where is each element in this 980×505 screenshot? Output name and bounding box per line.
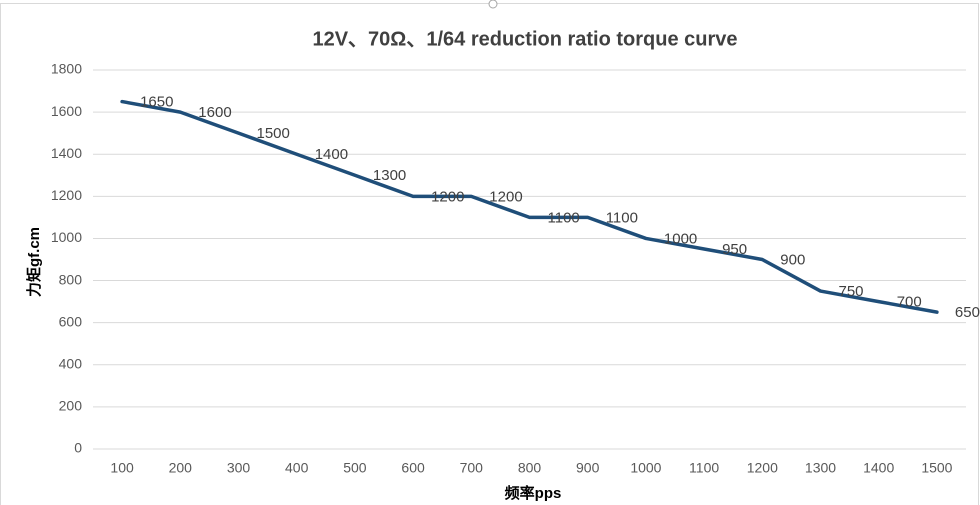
- x-tick-label: 100: [110, 460, 134, 476]
- data-label: 1200: [431, 188, 464, 205]
- data-line: [120, 99, 939, 314]
- data-label: 900: [780, 251, 805, 268]
- y-tick-label: 800: [59, 271, 83, 287]
- y-tick-label: 1800: [51, 61, 82, 77]
- x-tick-label: 1400: [863, 460, 894, 476]
- data-label: 1650: [140, 94, 173, 111]
- y-tick-label: 1600: [51, 103, 82, 119]
- x-tick-label: 1300: [805, 460, 836, 476]
- y-tick-label: 1000: [51, 229, 82, 245]
- y-tick-label: 0: [74, 440, 82, 456]
- y-axis-label: 力矩gf.cm: [25, 227, 43, 297]
- y-tick-label: 600: [59, 313, 83, 329]
- y-tick-label: 1400: [51, 145, 82, 161]
- x-tick-label: 1200: [747, 460, 778, 476]
- data-label: 1200: [489, 188, 522, 205]
- resize-handle[interactable]: [488, 0, 498, 9]
- y-tick-label: 400: [59, 355, 83, 371]
- x-tick-label: 300: [227, 460, 251, 476]
- data-label: 1600: [198, 104, 231, 121]
- y-tick-label: 200: [59, 398, 83, 414]
- data-label: 1100: [548, 209, 580, 226]
- data-label: 950: [722, 241, 747, 258]
- data-label: 1500: [257, 125, 290, 142]
- x-axis-label: 频率pps: [505, 484, 562, 502]
- chart-frame: [0, 3, 979, 505]
- data-label: 1400: [315, 146, 348, 163]
- x-tick-label: 600: [401, 460, 425, 476]
- x-tick-label: 1100: [689, 460, 719, 476]
- x-tick-label: 900: [576, 460, 600, 476]
- x-tick-label: 1500: [921, 460, 952, 476]
- x-tick-label: 200: [169, 460, 193, 476]
- x-tick-label: 700: [460, 460, 484, 476]
- y-tick-label: 1200: [51, 187, 82, 203]
- x-tick-label: 500: [343, 460, 367, 476]
- data-label: 1000: [664, 230, 697, 247]
- data-label: 1300: [373, 167, 406, 184]
- chart-title: 12V、70Ω、1/64 reduction ratio torque curv…: [312, 28, 737, 50]
- data-label: 1100: [606, 209, 638, 226]
- x-tick-label: 800: [518, 460, 542, 476]
- data-label: 700: [897, 294, 922, 311]
- data-label: 650: [955, 304, 980, 321]
- data-label: 750: [839, 283, 864, 300]
- x-tick-label: 1000: [630, 460, 661, 476]
- x-tick-label: 400: [285, 460, 309, 476]
